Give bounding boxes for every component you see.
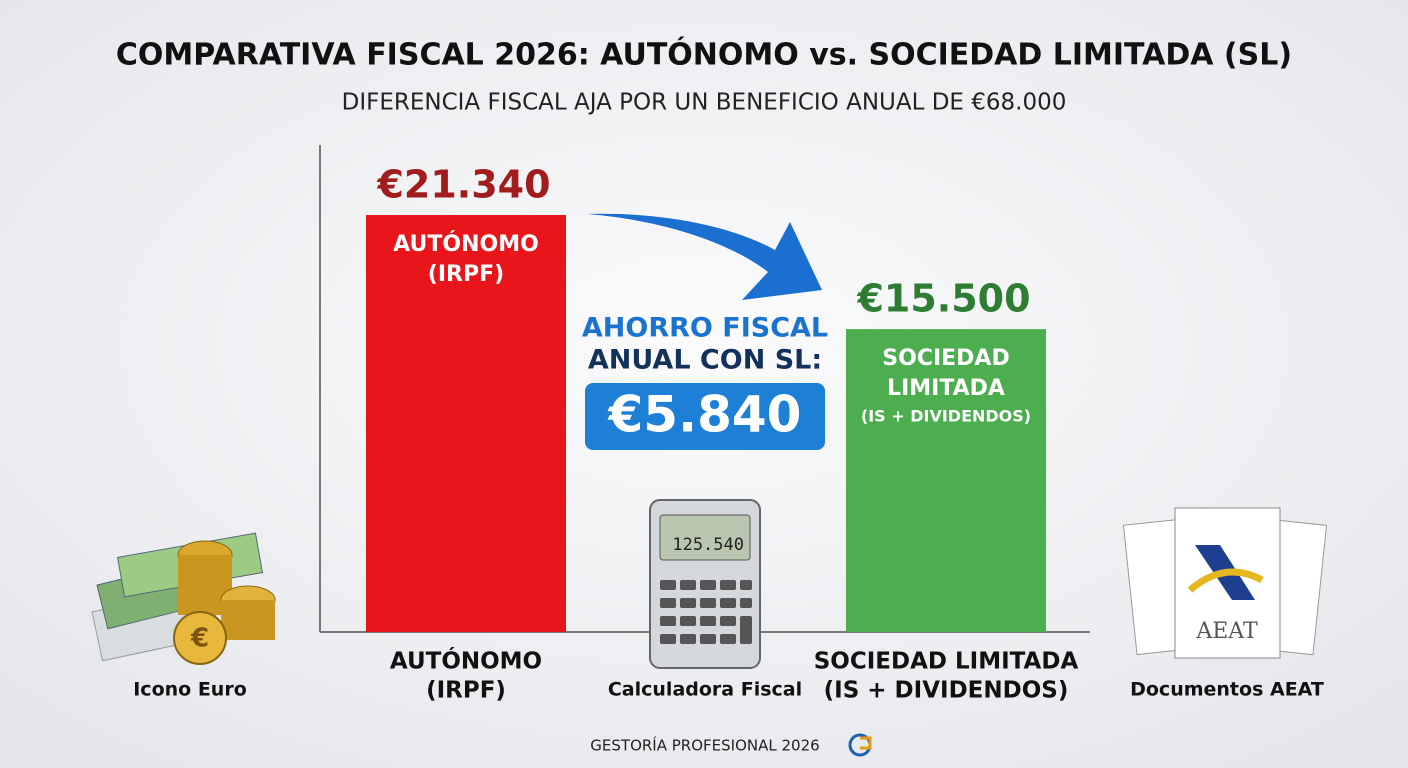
chart-title: COMPARATIVA FISCAL 2026: AUTÓNOMO vs. SO…	[116, 36, 1292, 73]
arrow	[588, 213, 822, 300]
calculator-display: 125.540	[672, 535, 744, 555]
document-logo: AEAT	[1195, 619, 1258, 644]
icon-caption: Calculadora Fiscal	[608, 679, 802, 701]
annotation-box	[585, 383, 825, 450]
documents-icon	[1122, 507, 1328, 659]
bar	[366, 215, 566, 632]
footer: GESTORÍA PROFESIONAL 2026	[590, 736, 819, 755]
bar-label: (IRPF)	[428, 262, 504, 287]
bar	[846, 329, 1046, 632]
annotation-amount: €5.840	[608, 386, 802, 444]
bar-label: LIMITADA	[887, 376, 1005, 401]
icon-caption: Icono Euro	[133, 679, 247, 701]
chart-subtitle: DIFERENCIA FISCAL AJA POR UN BENEFICIO A…	[342, 90, 1067, 116]
calculator-icon	[649, 499, 761, 669]
x-tick-label: AUTÓNOMO	[390, 647, 542, 675]
bar-label: AUTÓNOMO	[393, 231, 539, 257]
bar-label: SOCIEDAD	[882, 346, 1009, 371]
x-tick-label: SOCIEDAD LIMITADA	[814, 649, 1079, 675]
footer-logo	[848, 733, 872, 757]
annotation-line: ANUAL CON SL:	[588, 345, 822, 376]
value-label: €21.340	[376, 163, 550, 207]
euro-icon: €	[91, 532, 276, 665]
annotation-line: AHORRO FISCAL	[582, 313, 828, 344]
x-tick-label: (IRPF)	[426, 678, 506, 704]
x-tick-label: (IS + DIVIDENDOS)	[824, 678, 1069, 704]
icon-caption: Documentos AEAT	[1130, 679, 1324, 701]
bar-label: (IS + DIVIDENDOS)	[861, 407, 1031, 426]
value-label: €15.500	[856, 277, 1030, 321]
svg-text:€: €	[190, 624, 209, 654]
